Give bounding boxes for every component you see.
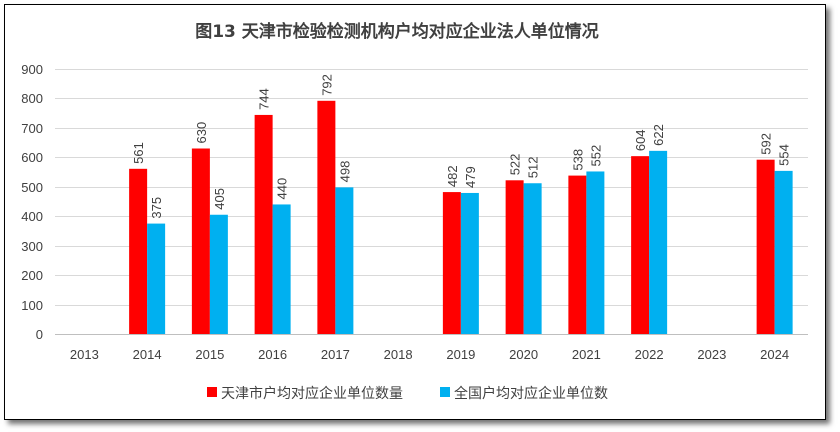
x-tick-label-2022: 2022 [635,347,664,362]
gridlines [55,69,808,335]
bar-national-2019 [460,192,479,334]
legend-label-national: 全国户均对应企业单位数 [454,385,608,402]
data-label-tianjin-2016: 744 [257,88,272,110]
bar-tianjin-2014 [129,168,148,334]
y-tick-label-0: 0 [36,327,43,342]
data-label-national-2022: 622 [651,124,666,146]
data-labels: 561 630 744 792 482 522 538 604 592 375 405 440 498 4… [131,74,792,218]
x-tick-label-2018: 2018 [384,347,413,362]
y-tick-label-800: 800 [21,91,43,106]
x-tick-label-2017: 2017 [321,347,350,362]
x-tick-label-2019: 2019 [446,347,475,362]
y-tick-label-900: 900 [21,62,43,77]
legend-item-tianjin[interactable]: 天津市户均对应企业单位数量 [207,385,403,402]
data-label-tianjin-2020: 522 [508,154,523,176]
data-label-tianjin-2021: 538 [570,149,585,171]
x-tick-label-2023: 2023 [697,347,726,362]
data-label-tianjin-2024: 592 [759,133,774,155]
bar-tianjin-2024 [756,159,775,334]
bar-national-2024 [774,170,793,334]
y-tick-label-100: 100 [21,298,43,313]
data-label-national-2017: 498 [337,161,352,183]
y-tick-label-600: 600 [21,150,43,165]
data-label-tianjin-2022: 604 [633,129,648,151]
data-label-national-2014: 375 [149,197,164,219]
x-tick-label-2013: 2013 [70,347,99,362]
data-label-tianjin-2014: 561 [131,142,146,164]
y-axis-tick-labels: 0 100 200 300 400 500 600 700 800 900 [21,62,43,342]
bar-tianjin-2021 [568,175,587,334]
bar-tianjin-2019 [442,192,461,334]
y-tick-label-500: 500 [21,180,43,195]
x-tick-label-2014: 2014 [133,347,162,362]
x-tick-label-2020: 2020 [509,347,538,362]
y-tick-label-400: 400 [21,209,43,224]
bar-national-2016 [272,204,291,334]
data-label-national-2020: 512 [526,157,541,179]
legend-label-tianjin: 天津市户均对应企业单位数量 [221,385,403,402]
bar-tianjin-2016 [254,114,273,334]
y-tick-label-300: 300 [21,239,43,254]
data-label-national-2016: 440 [275,178,290,200]
bar-tianjin-2022 [631,156,650,334]
bar-tianjin-2020 [505,180,524,334]
bar-national-2022 [649,150,668,334]
bar-national-2015 [209,214,228,334]
legend-swatch-tianjin [207,387,217,397]
data-label-tianjin-2015: 630 [194,122,209,144]
data-label-national-2024: 554 [777,144,792,166]
data-label-national-2019: 479 [463,166,478,188]
y-tick-label-200: 200 [21,268,43,283]
bar-national-2014 [147,223,166,334]
bar-national-2021 [586,171,605,334]
x-tick-label-2016: 2016 [258,347,287,362]
x-tick-label-2021: 2021 [572,347,601,362]
data-label-national-2015: 405 [212,188,227,210]
legend-item-national[interactable]: 全国户均对应企业单位数 [440,385,608,402]
x-tick-label-2024: 2024 [760,347,789,362]
data-label-tianjin-2019: 482 [445,165,460,187]
bar-tianjin-2017 [317,100,336,334]
bar-tianjin-2015 [191,148,210,334]
data-label-national-2021: 552 [588,145,603,167]
chart-title: 图13 天津市检验检测机构户均对应企业法人单位情况 [195,21,599,42]
y-tick-label-700: 700 [21,121,43,136]
legend-swatch-national [440,387,450,397]
legend: 天津市户均对应企业单位数量 全国户均对应企业单位数 [207,385,608,402]
x-tick-label-2015: 2015 [195,347,224,362]
bar-national-2017 [335,187,354,334]
bar-national-2020 [523,183,542,334]
data-label-tianjin-2017: 792 [319,74,334,96]
bars [129,100,793,334]
x-axis-tick-labels: 2013 2014 2015 2016 2017 2018 2019 2020 2021 2022… [70,347,789,362]
